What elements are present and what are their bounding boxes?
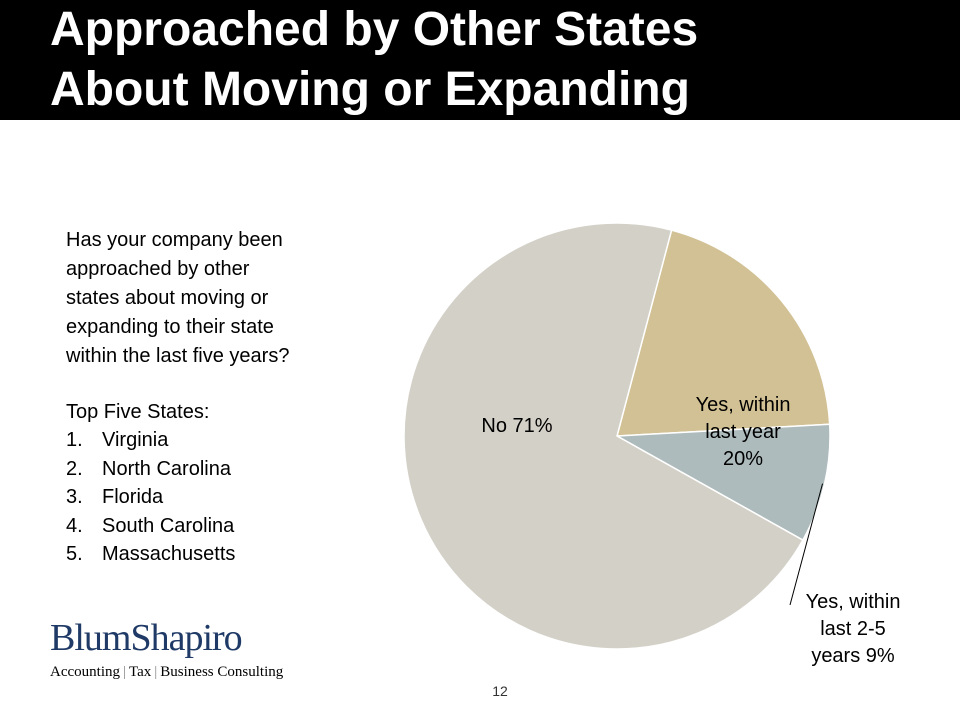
pie-chart: [403, 222, 831, 650]
top-states-list: 1. Virginia 2. North Carolina 3. Florida 4.…: [66, 426, 235, 569]
slide-title-line-2: About Moving or Expanding: [50, 63, 690, 116]
logo-tagline: Accounting | Tax | Business Consulting: [50, 664, 284, 680]
state-number: 5.: [66, 543, 83, 565]
state-name: Massachusetts: [102, 543, 236, 565]
question-line: approached by other: [66, 258, 250, 280]
state-name: Virginia: [102, 429, 169, 451]
question-line: states about moving or: [66, 287, 269, 309]
state-item: 1. Virginia: [66, 426, 235, 455]
state-name: North Carolina: [102, 457, 231, 480]
leader-line: [789, 483, 824, 606]
slice-label-no: No 71%: [462, 413, 572, 440]
pie-slice-yes-2-5-years: [614, 423, 831, 542]
slice-label-line: years 9%: [811, 645, 895, 667]
state-item: 3. Florida: [66, 483, 235, 512]
state-name: South Carolina: [102, 514, 235, 537]
state-number: 1.: [66, 429, 83, 451]
state-item: 4. South Carolina: [66, 512, 235, 541]
state-number: 2.: [66, 457, 83, 480]
question-line: expanding to their state: [66, 316, 274, 338]
company-logo: BlumShapiro Accounting | Tax | Business Cons…: [50, 618, 283, 681]
slide-title-line-1: Approached by Other States: [50, 3, 699, 56]
question-line: within the last five years?: [66, 345, 290, 367]
survey-question: Has your company been approached by othe…: [66, 226, 356, 371]
slice-label-line: No 71%: [481, 415, 553, 437]
slice-label-yes-last-year: Yes, within last year 20%: [676, 392, 810, 473]
tagline-part: Accounting: [50, 664, 120, 680]
tagline-part: Tax: [129, 664, 152, 680]
pie-slice-yes-last-year: [616, 229, 831, 437]
state-item: 5. Massachusetts: [66, 540, 235, 569]
slice-label-line: Yes, within: [695, 394, 791, 416]
top-states-heading: Top Five States:: [66, 401, 210, 423]
state-number: 3.: [66, 486, 83, 508]
page-number: 12: [492, 683, 508, 699]
state-name: Florida: [102, 486, 164, 508]
slice-label-line: last 2-5: [820, 618, 886, 640]
state-number: 4.: [66, 514, 83, 537]
slice-label-line: 20%: [722, 448, 764, 470]
pie-slice-no: [403, 222, 804, 650]
title-bar: Approached by Other States About Moving …: [0, 0, 960, 120]
question-line: Has your company been: [66, 229, 283, 251]
slice-label-yes-2-5-years: Yes, within last 2-5 years 9%: [786, 589, 920, 670]
slice-label-line: last year: [705, 421, 781, 443]
logo-name: BlumShapiro: [50, 617, 243, 659]
tagline-part: Business Consulting: [160, 664, 284, 680]
slice-label-line: Yes, within: [805, 591, 901, 613]
state-item: 2. North Carolina: [66, 455, 235, 484]
